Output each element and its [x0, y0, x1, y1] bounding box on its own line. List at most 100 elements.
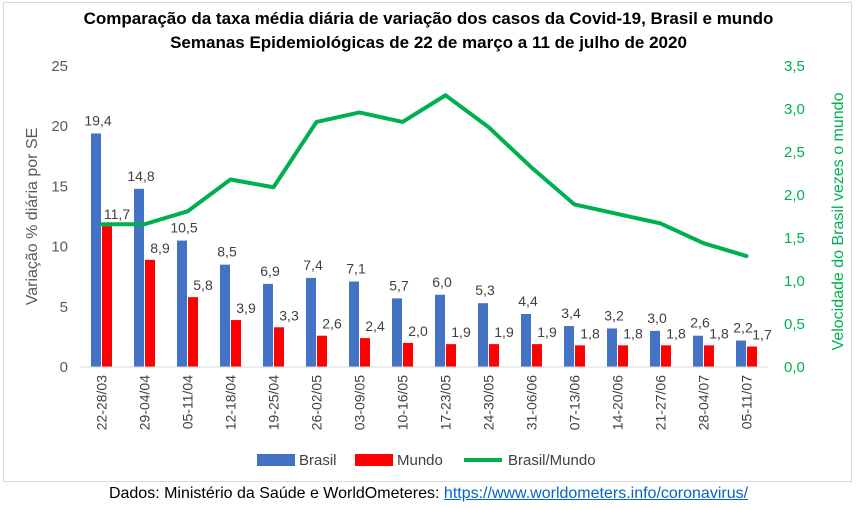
data-label-brasil: 7,1	[346, 261, 366, 277]
y2-tick-label: 0,0	[784, 359, 805, 376]
source-prefix: Dados: Ministério da Saúde e WorldOmeter…	[108, 485, 444, 502]
data-label-mundo: 1,8	[580, 325, 600, 341]
bar-brasil	[134, 188, 144, 367]
x-tick-label: 10-16/05	[395, 375, 411, 430]
x-tick-label: 26-02/05	[309, 375, 325, 430]
bar-brasil	[306, 277, 316, 367]
y-tick-label: 5	[60, 299, 68, 316]
data-label-mundo: 11,7	[104, 206, 130, 222]
x-tick-label: 07-13/06	[567, 375, 583, 430]
data-label-mundo: 3,9	[236, 300, 256, 316]
bar-brasil	[564, 326, 574, 367]
data-label-mundo: 1,9	[494, 324, 514, 340]
x-tick-label: 12-18/04	[223, 375, 239, 430]
data-label-brasil: 4,4	[518, 293, 538, 309]
series-line-brasil-mundo	[99, 93, 749, 259]
source-link[interactable]: https://www.worldometers.info/coronaviru…	[443, 485, 749, 502]
bar-mundo	[188, 297, 198, 367]
data-label-mundo: 1,9	[537, 324, 557, 340]
data-label-brasil: 3,2	[604, 307, 624, 323]
x-tick-label: 03-09/05	[352, 375, 368, 430]
y-tick-label: 20	[51, 118, 68, 135]
bar-mundo	[532, 344, 542, 367]
legend-label-mundo: Mundo	[397, 452, 443, 469]
bar-mundo	[403, 342, 413, 367]
y2-tick-label: 0,5	[784, 316, 805, 333]
bar-brasil	[478, 303, 488, 367]
y2-tick-label: 1,5	[784, 230, 805, 247]
bar-mundo	[102, 226, 112, 367]
x-tick-label: 05-11/04	[180, 375, 196, 429]
data-label-mundo: 8,9	[150, 240, 170, 256]
bar-mundo	[489, 344, 499, 367]
bar-mundo	[360, 338, 370, 367]
data-label-mundo: 1,8	[709, 325, 729, 341]
bar-brasil	[220, 264, 230, 367]
data-label-brasil: 10,5	[170, 220, 197, 236]
x-tick-label: 29-04/04	[137, 375, 153, 430]
source-note: Dados: Ministério da Saúde e WorldOmeter…	[0, 485, 857, 503]
combo-chart: 0 5 10 15 20 25 0,0 0,5 1,0 1,5 2,0 2,5 3,0 3,5 Variaç…	[24, 58, 847, 469]
x-tick-label: 22-28/03	[94, 375, 110, 430]
bar-mundo	[704, 345, 714, 367]
bar-mundo	[661, 345, 671, 367]
data-label-brasil: 7,4	[303, 257, 323, 273]
data-label-mundo: 5,8	[193, 277, 213, 293]
y-tick-label: 10	[51, 239, 68, 256]
bar-brasil	[349, 281, 359, 367]
data-label-mundo: 3,3	[279, 307, 299, 323]
data-label-mundo: 1,7	[752, 327, 772, 343]
bar-brasil	[392, 298, 402, 367]
data-label-brasil: 8,5	[217, 244, 237, 260]
data-label-brasil: 3,0	[647, 310, 667, 326]
chart-subtitle: Semanas Epidemiológicas de 22 de março a…	[170, 33, 687, 52]
data-label-mundo: 1,8	[666, 325, 686, 341]
data-label-brasil: 5,7	[389, 277, 409, 293]
legend-swatch-mundo	[355, 454, 393, 466]
x-tick-label: 05-11/07	[739, 375, 755, 429]
x-tick-label: 24-30/05	[481, 375, 497, 430]
bar-brasil	[521, 314, 531, 367]
y-tick-label: 25	[51, 58, 68, 75]
bar-mundo	[274, 327, 284, 367]
bar-mundo	[317, 335, 327, 367]
bar-mundo	[446, 344, 456, 367]
y-tick-label: 15	[51, 178, 68, 195]
data-label-brasil: 6,9	[260, 263, 280, 279]
y2-tick-label: 3,0	[784, 101, 805, 118]
x-tick-label: 14-20/06	[610, 375, 626, 430]
bar-brasil	[607, 328, 617, 367]
bar-mundo	[575, 345, 585, 367]
bar-brasil	[435, 294, 445, 367]
data-label-brasil: 19,4	[84, 112, 111, 128]
bar-mundo	[231, 320, 241, 367]
bar-brasil	[91, 133, 101, 367]
data-label-brasil: 3,4	[561, 305, 581, 321]
bar-brasil	[736, 340, 746, 367]
bar-brasil	[263, 283, 273, 367]
bar-brasil	[650, 330, 660, 367]
data-label-mundo: 1,9	[451, 324, 471, 340]
data-label-brasil: 5,3	[475, 282, 495, 298]
data-label-brasil: 2,6	[690, 315, 710, 331]
y2-tick-label: 1,0	[784, 273, 805, 290]
chart-area	[3, 2, 852, 482]
data-label-brasil: 2,2	[733, 320, 753, 336]
bar-mundo	[618, 345, 628, 367]
y-tick-label: 0	[60, 359, 68, 376]
chart-title: Comparação da taxa média diária de varia…	[83, 9, 774, 28]
bar-brasil	[693, 335, 703, 367]
x-tick-label: 19-25/04	[266, 375, 282, 430]
bar-mundo	[747, 346, 757, 367]
data-label-brasil: 6,0	[432, 274, 452, 290]
data-label-mundo: 2,6	[322, 316, 342, 332]
y2-axis-label: Velocidade do Brasil vezes o mundo	[830, 92, 847, 350]
y-axis-label: Variação % diária por SE	[24, 128, 41, 306]
bar-brasil	[177, 240, 187, 367]
y2-tick-label: 2,5	[784, 144, 805, 161]
y2-tick-label: 3,5	[784, 58, 805, 75]
x-tick-label: 31-06/06	[524, 375, 540, 430]
data-label-mundo: 2,4	[365, 318, 385, 334]
legend-label-brasil-mundo: Brasil/Mundo	[508, 452, 596, 469]
legend-swatch-brasil	[257, 454, 295, 466]
